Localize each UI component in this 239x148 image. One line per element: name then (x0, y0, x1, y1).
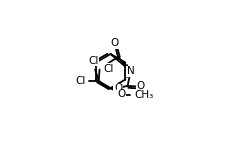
Text: Cl: Cl (103, 64, 114, 74)
Text: Cl: Cl (76, 76, 86, 86)
Text: Cl: Cl (88, 56, 99, 66)
Text: O: O (114, 83, 122, 93)
Text: O: O (111, 38, 119, 48)
Text: CH₃: CH₃ (134, 90, 153, 100)
Text: N: N (127, 66, 135, 76)
Text: O: O (118, 89, 126, 99)
Text: O: O (136, 81, 145, 91)
